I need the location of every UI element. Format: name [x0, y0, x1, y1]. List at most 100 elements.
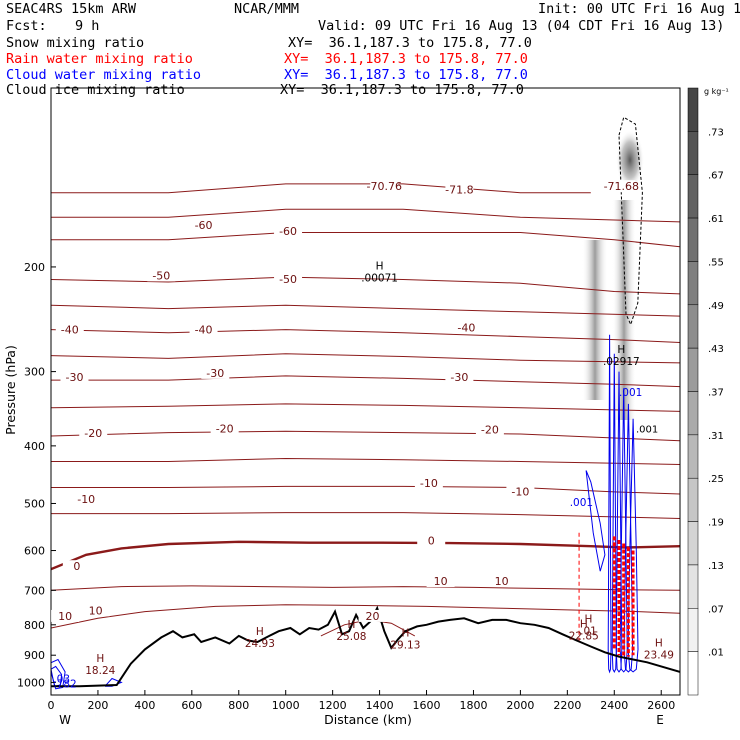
colorbar-label: .61 [708, 214, 724, 225]
colorbar-swatch [687, 131, 699, 175]
temperature-contour-label: -70.76 [367, 180, 402, 193]
west-label: W [59, 713, 71, 727]
contour-label-bg [62, 560, 91, 573]
extremum-marker: H [585, 614, 593, 626]
colorbar-label: .19 [708, 518, 724, 529]
x-tick-label: 2200 [553, 699, 581, 712]
temperature-contour-label: -10 [511, 486, 529, 499]
contour-label-bg [445, 183, 474, 196]
valid-time: Valid: 09 UTC Fri 16 Aug 13 (04 CDT Fri … [318, 18, 725, 34]
colorbar-unit: g kg⁻¹ [704, 87, 729, 96]
colorbar-swatch [687, 87, 699, 132]
contour-label-bg [452, 321, 481, 334]
cloud-water-label: .001 [619, 387, 642, 399]
colorbar-label: .37 [708, 388, 724, 399]
colorbar-label: .43 [708, 344, 724, 355]
x-tick-label: 0 [48, 699, 55, 712]
temperature-contour-label: -60 [279, 225, 297, 238]
cloud-water-label: .001 [570, 497, 593, 509]
east-label: E [656, 713, 664, 727]
extremum-value: .01 [580, 626, 597, 638]
terrain [51, 605, 680, 688]
temperature-contour-label: -30 [65, 371, 83, 384]
forecast-hour: 9 h [75, 18, 100, 34]
plot-frame [50, 87, 681, 696]
init-time: Init: 00 UTC Fri 16 Aug 13 [538, 1, 740, 17]
colorbar-label: .49 [708, 301, 724, 312]
contour-label-bg [274, 272, 303, 285]
temperature-contour-label: 10 [58, 610, 72, 623]
contour-label-bg [189, 323, 218, 336]
extremum-marker: H [617, 344, 625, 356]
organization: NCAR/MMM [234, 1, 300, 17]
x-tick-label: 1400 [366, 699, 394, 712]
colorbar-label: .73 [708, 127, 724, 138]
x-axis: 0 200 400 600 800 1000 1200 1400 1600 1800 2000 220… [48, 690, 675, 712]
extremum-marker: H [96, 653, 104, 665]
colorbar-label: .55 [708, 257, 724, 268]
temperature-contour-label: 0 [428, 535, 435, 548]
colorbar-swatch [687, 217, 699, 262]
contour-label-bg [506, 485, 535, 498]
rain-water-contours [578, 532, 635, 657]
temperature-contour-label: 20 [366, 610, 380, 623]
snow-column [612, 200, 636, 420]
field-name-snow: Snow mixing ratio [6, 35, 145, 51]
model-name: SEAC4RS 15km ARW [6, 1, 137, 17]
contour-label-bg [147, 269, 176, 282]
temperature-contour [51, 457, 680, 465]
terrain-line [51, 605, 680, 688]
colorbar-swatch [687, 521, 699, 566]
contour-label-bg [417, 534, 446, 547]
cloud-water-contour [615, 371, 623, 673]
x-axis-title: Distance (km) [324, 712, 412, 727]
cloud-water-contour [627, 418, 639, 673]
field-xy-rain: XY= 36.1,187.3 to 175.8, 77.0 [284, 51, 528, 67]
colorbar-swatch [687, 608, 699, 652]
y-axis-title: Pressure (hPa) [3, 345, 18, 435]
extremum-marker: H [401, 627, 409, 639]
cloud-water-label: .782 [53, 679, 76, 691]
field-xy-snow: XY= 36.1,187.3 to 175.8, 77.0 [288, 35, 532, 51]
temperature-contour-label: 10 [89, 604, 103, 617]
temperature-contour-label: -10 [420, 477, 438, 490]
colorbar-swatch [687, 304, 699, 349]
contour-label-bg [414, 476, 443, 489]
cloud-ice-label: .001 [636, 425, 658, 436]
extremum-value: .00071 [361, 273, 398, 285]
y-tick-label: 300 [24, 366, 45, 379]
temperature-contour [51, 353, 680, 364]
temperature-contour [51, 403, 680, 412]
contour-label-bg [426, 574, 455, 587]
contour-label-bg [81, 604, 110, 617]
temperature-contour [51, 276, 680, 295]
colorbar-label: .25 [708, 474, 724, 485]
colorbar-label: .13 [708, 561, 724, 572]
temperature-contour-label: -40 [457, 322, 475, 335]
contour-label-bg [210, 422, 239, 435]
temperature-contour [51, 208, 680, 223]
colorbar-label: .31 [708, 431, 724, 442]
temperature-contour-label: -30 [206, 367, 224, 380]
y-tick-label: 700 [24, 584, 45, 597]
x-tick-label: 800 [228, 699, 249, 712]
colorbar-label: .01 [708, 648, 724, 659]
y-tick-label: 200 [24, 261, 45, 274]
temperature-contour-label: -30 [450, 371, 468, 384]
field-name-rain: Rain water mixing ratio [6, 51, 193, 67]
field-xy-cloud-ice: XY= 36.1,187.3 to 175.8, 77.0 [280, 82, 524, 98]
temperature-contour-label: -71.8 [445, 184, 473, 197]
contour-label-bg [189, 218, 218, 231]
temperature-contour-label: -50 [279, 273, 297, 286]
snow-column [582, 240, 608, 400]
colorbar-swatch [687, 651, 699, 696]
forecast-label: Fcst: [6, 18, 47, 34]
contour-label-bg [51, 609, 80, 622]
contour-label-bg [607, 180, 636, 193]
temperature-contour [51, 485, 680, 495]
temperature-contour [51, 430, 680, 442]
temperature-contour-label: 10 [495, 575, 509, 588]
cloud-water-contour [607, 334, 612, 674]
contour-label-bg [475, 423, 504, 436]
